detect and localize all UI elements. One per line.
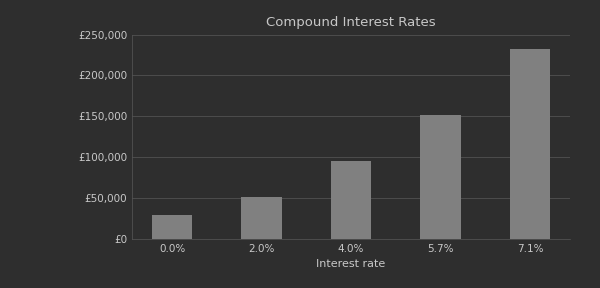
Bar: [510, 49, 550, 239]
Bar: [152, 215, 192, 239]
X-axis label: Interest rate: Interest rate: [316, 259, 386, 270]
Bar: [331, 161, 371, 239]
Bar: [421, 115, 461, 239]
Title: Compound Interest Rates: Compound Interest Rates: [266, 16, 436, 29]
Bar: [241, 196, 281, 239]
